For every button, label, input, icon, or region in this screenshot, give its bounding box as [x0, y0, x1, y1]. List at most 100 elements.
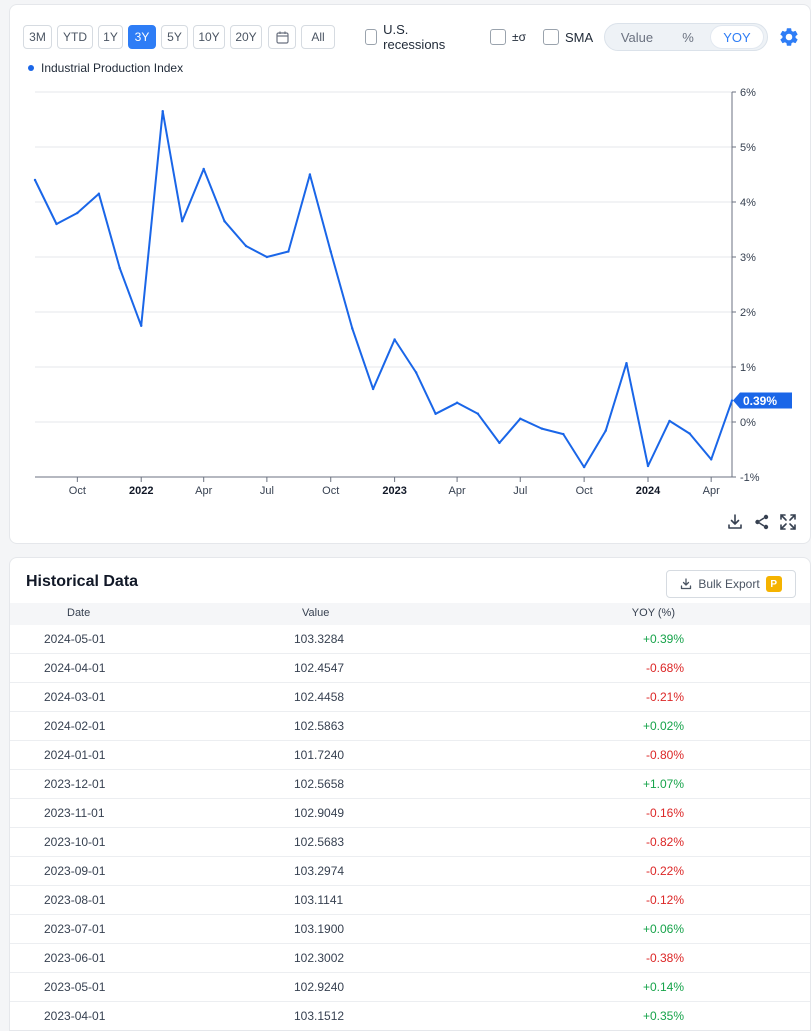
- y-tick-label: -1%: [740, 472, 760, 484]
- data-point: [244, 244, 248, 248]
- range-10y-button[interactable]: 10Y: [193, 25, 225, 49]
- y-tick-label: 6%: [740, 87, 756, 99]
- settings-gear-icon[interactable]: [778, 26, 800, 48]
- data-point: [161, 110, 164, 113]
- chart-card: 6% 5% 4% 3% 2% 1% 0% -1% Oct 2022 Apr Jul Oct 2023 Apr…: [9, 4, 811, 544]
- table-row: 2023-05-01 102.9240 +0.14%: [10, 973, 810, 1002]
- table-row: 2023-09-01 103.2974 -0.22%: [10, 857, 810, 886]
- bulk-export-label: Bulk Export: [698, 577, 760, 591]
- range-5y-button[interactable]: 5Y: [161, 25, 188, 49]
- chart-legend[interactable]: Industrial Production Index: [28, 61, 183, 75]
- table-row: 2024-03-01 102.4458 -0.21%: [10, 683, 810, 712]
- data-point: [287, 250, 290, 253]
- table-row: 2023-08-01 103.1141 -0.12%: [10, 886, 810, 915]
- sigma-toggle[interactable]: ±σ: [490, 27, 526, 47]
- cell-date: 2024-01-01: [44, 748, 106, 762]
- data-point: [118, 266, 121, 270]
- cell-yoy: +0.35%: [642, 1009, 684, 1023]
- calendar-button[interactable]: [268, 25, 296, 49]
- data-point: [393, 338, 396, 341]
- cell-value: 102.9240: [294, 980, 345, 994]
- cell-value: 101.7240: [294, 748, 345, 762]
- cell-value: 102.9049: [294, 806, 345, 820]
- range-3y-button[interactable]: 3Y: [128, 25, 156, 49]
- data-point: [180, 220, 184, 223]
- data-point: [709, 458, 713, 461]
- sigma-checkbox[interactable]: [490, 29, 506, 45]
- data-point: [498, 441, 501, 445]
- mode-percent-tab[interactable]: %: [682, 29, 694, 45]
- table-row: 2024-05-01 103.3284 +0.39%: [10, 625, 810, 654]
- range-20y-button[interactable]: 20Y: [230, 25, 262, 49]
- cell-value: 103.1512: [294, 1009, 345, 1023]
- recessions-toggle[interactable]: U.S. recessions: [365, 22, 449, 52]
- last-value-label: 0.39%: [743, 394, 777, 408]
- table-row: 2023-10-01 102.5683 -0.82%: [10, 828, 810, 857]
- y-tick-label: 2%: [740, 307, 756, 319]
- data-point: [202, 167, 205, 171]
- x-tick-label: Jul: [260, 485, 274, 497]
- download-icon: [681, 578, 692, 590]
- data-point: [55, 222, 58, 226]
- sma-label: SMA: [565, 29, 594, 45]
- range-all-button[interactable]: All: [301, 25, 335, 49]
- data-point: [329, 250, 332, 253]
- cell-value: 103.3284: [294, 632, 345, 646]
- recessions-checkbox[interactable]: [365, 29, 378, 45]
- data-point: [562, 432, 565, 436]
- cell-yoy: -0.38%: [645, 951, 684, 965]
- share-icon[interactable]: [753, 513, 771, 531]
- table-header: Date Value YOY (%): [10, 603, 810, 625]
- column-header-yoy: YOY (%): [631, 607, 675, 619]
- y-tick-label: 5%: [740, 142, 756, 154]
- cell-value: 102.5658: [294, 777, 345, 791]
- x-tick-label: 2023: [382, 485, 406, 497]
- download-icon[interactable]: [726, 513, 744, 531]
- x-tick-label: Oct: [322, 485, 339, 497]
- data-point: [33, 178, 37, 182]
- y-tick-label: 1%: [740, 362, 756, 374]
- cell-value: 102.5683: [294, 835, 345, 849]
- calendar-icon: [275, 31, 289, 44]
- cell-date: 2023-08-01: [44, 893, 106, 907]
- bulk-export-button[interactable]: Bulk Export P: [666, 570, 796, 598]
- data-point: [668, 419, 671, 423]
- cell-yoy: +0.14%: [642, 980, 684, 994]
- table-body: 2024-05-01 103.3284 +0.39% 2024-04-01 102.45…: [10, 625, 810, 1030]
- last-value-flag: [733, 392, 792, 409]
- sma-checkbox[interactable]: [543, 29, 559, 45]
- data-point: [140, 324, 143, 327]
- x-tick-label: 2022: [129, 485, 153, 497]
- cell-yoy: +0.02%: [642, 719, 684, 733]
- range-3m-button[interactable]: 3M: [23, 25, 52, 49]
- cell-yoy: +0.06%: [642, 922, 684, 936]
- data-point: [730, 399, 734, 402]
- legend-label: Industrial Production Index: [41, 61, 184, 75]
- line-chart: 6% 5% 4% 3% 2% 1% 0% -1% Oct 2022 Apr Jul Oct 2023 Apr…: [33, 87, 792, 497]
- premium-badge: P: [765, 576, 782, 592]
- sigma-label: ±σ: [512, 30, 526, 44]
- cell-yoy: -0.22%: [645, 864, 684, 878]
- mode-value-tab[interactable]: Value: [620, 29, 654, 45]
- data-point: [308, 173, 312, 176]
- mode-yoy-tab[interactable]: YOY: [711, 26, 763, 48]
- cell-date: 2023-12-01: [44, 777, 106, 791]
- sma-toggle[interactable]: SMA: [543, 27, 593, 47]
- range-ytd-button[interactable]: YTD: [57, 25, 93, 49]
- data-point: [582, 465, 586, 469]
- data-point: [414, 371, 418, 374]
- cell-date: 2023-09-01: [44, 864, 106, 878]
- data-point: [604, 429, 607, 432]
- cell-yoy: -0.21%: [645, 690, 684, 704]
- cell-date: 2024-05-01: [44, 632, 106, 646]
- table-row: 2023-07-01 103.1900 +0.06%: [10, 915, 810, 944]
- cell-yoy: -0.82%: [645, 835, 684, 849]
- data-point: [371, 387, 375, 391]
- column-header-date: Date: [67, 607, 91, 619]
- range-1y-button[interactable]: 1Y: [98, 25, 123, 49]
- table-row: 2024-01-01 101.7240 -0.80%: [10, 741, 810, 770]
- recessions-label: U.S. recessions: [383, 22, 446, 52]
- fullscreen-icon[interactable]: [779, 513, 797, 531]
- cell-value: 102.5863: [294, 719, 345, 733]
- cell-yoy: -0.68%: [645, 661, 684, 675]
